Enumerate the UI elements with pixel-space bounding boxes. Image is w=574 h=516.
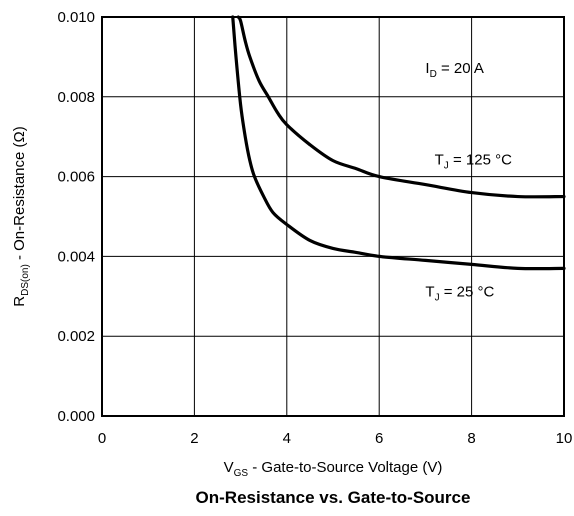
x-tick-label: 4 (283, 430, 291, 447)
x-tick-label: 0 (98, 430, 106, 447)
y-tick-label: 0.006 (57, 169, 95, 186)
x-tick-label: 2 (190, 430, 198, 447)
annotation-id: ID = 20 A (425, 60, 484, 80)
tick-labels: 0 2 4 6 8 10 0.000 0.002 0.004 0.006 0.008 0.010 (57, 9, 572, 447)
y-tick-label: 0.002 (57, 328, 95, 345)
series-line-tj-125c (236, 15, 566, 199)
x-tick-label: 6 (375, 430, 383, 447)
x-tick-label: 10 (556, 430, 573, 447)
plot-frame (101, 16, 565, 417)
y-tick-label: 0.008 (57, 89, 95, 106)
series-line-tj-25c (231, 15, 566, 271)
x-axis-label: VGS - Gate-to-Source Voltage (V) (224, 459, 443, 479)
x-tick-label: 8 (467, 430, 475, 447)
series-group (231, 15, 566, 271)
y-tick-label: 0.004 (57, 248, 95, 265)
annotations: ID = 20 A TJ = 125 °C TJ = 25 °C (425, 60, 512, 303)
chart-title: On-Resistance vs. Gate-to-Source (196, 488, 471, 507)
y-tick-label: 0.010 (57, 9, 95, 26)
annotation-t25: TJ = 25 °C (425, 283, 494, 303)
y-tick-label: 0.000 (57, 408, 95, 425)
grid (102, 17, 564, 416)
annotation-t125: TJ = 125 °C (435, 152, 512, 172)
y-axis-label: RDS(on) - On-Resistance (Ω) (11, 126, 31, 306)
